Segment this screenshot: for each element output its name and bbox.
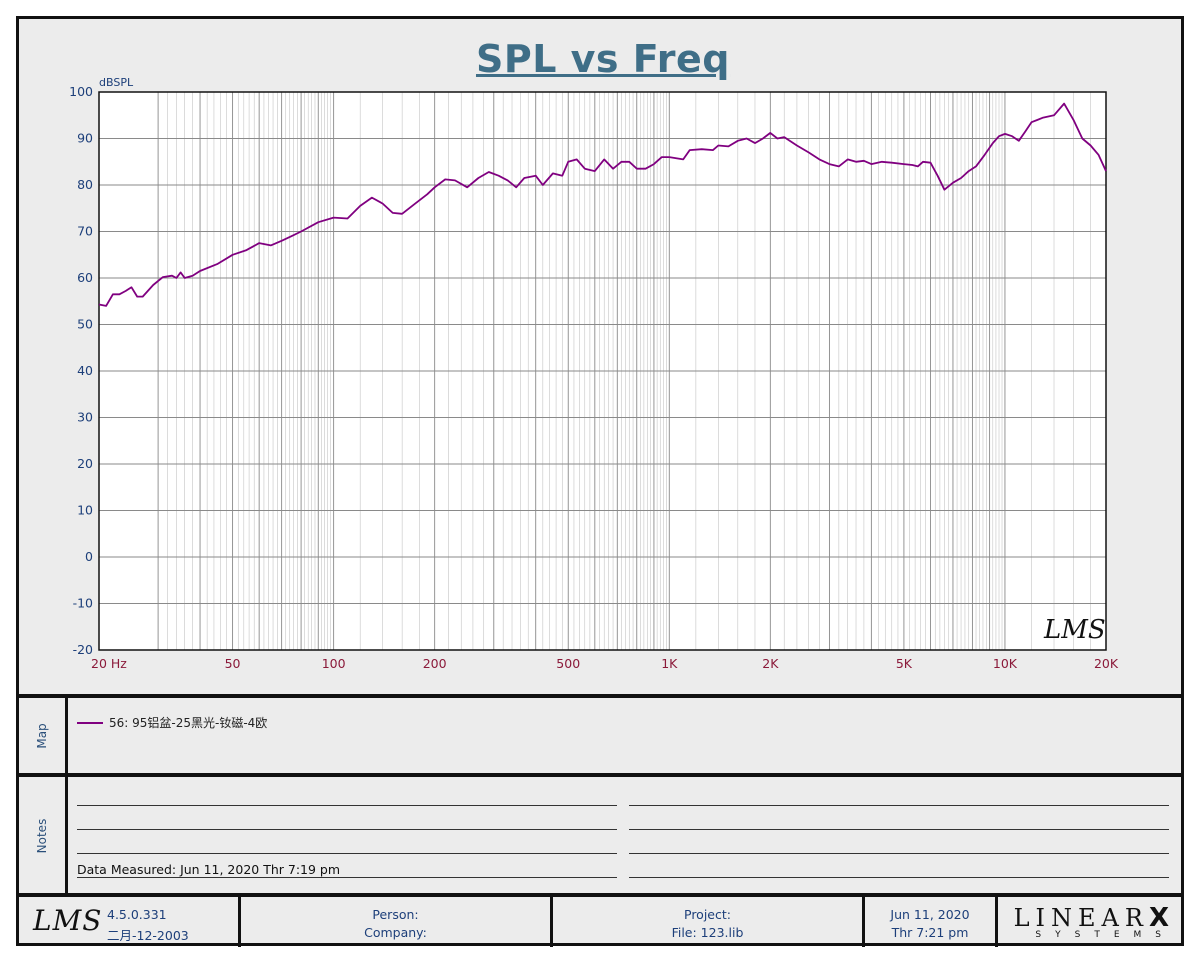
footer-project-cell: Project: File: 123.lib bbox=[553, 897, 865, 947]
legend-line-swatch bbox=[77, 721, 103, 724]
brand-sub: SYSTEMS bbox=[1035, 930, 1175, 940]
footer-version-cell: LMS 4.5.0.331 二月-12-2003 bbox=[19, 897, 241, 947]
x-tick-label: 5K bbox=[896, 656, 913, 671]
y-tick-label: -20 bbox=[73, 642, 93, 657]
note-line bbox=[77, 877, 617, 878]
version-text: 4.5.0.331 bbox=[107, 907, 167, 922]
map-side-label: Map bbox=[19, 698, 68, 774]
footer-time: Thr 7:21 pm bbox=[891, 925, 969, 940]
build-date-text: 二月-12-2003 bbox=[107, 928, 189, 943]
y-tick-label: 50 bbox=[77, 317, 93, 332]
y-tick-label: 10 bbox=[77, 503, 93, 518]
y-tick-label: 40 bbox=[77, 363, 93, 378]
x-tick-label: 500 bbox=[556, 656, 580, 671]
brand-main: LINEAR bbox=[1013, 904, 1149, 932]
legend-series-name: 56: 95铝盆-25黑光-钕磁-4欧 bbox=[109, 716, 268, 730]
note-line bbox=[629, 853, 1169, 854]
y-tick-label: 60 bbox=[77, 270, 93, 285]
file-label: File: 123.lib bbox=[671, 925, 744, 940]
report-frame: 100 90 80 70 60 50 40 30 20 10 0 -10 -20 20 Hz 50 100 20… bbox=[16, 16, 1184, 947]
linearx-logo: LINEARX SYSTEMS bbox=[1014, 903, 1175, 940]
chart-title: SPL vs Freq bbox=[475, 37, 731, 81]
person-label: Person: bbox=[372, 907, 419, 922]
y-axis-label: dBSPL bbox=[99, 76, 134, 89]
y-tick-label: 80 bbox=[77, 177, 93, 192]
note-line bbox=[629, 805, 1169, 806]
footer-date-cell: Jun 11, 2020 Thr 7:21 pm bbox=[865, 897, 998, 947]
y-tick-label: 20 bbox=[77, 456, 93, 471]
x-tick-label: 1K bbox=[661, 656, 678, 671]
note-line bbox=[629, 877, 1169, 878]
note-line bbox=[77, 829, 617, 830]
note-line bbox=[629, 829, 1169, 830]
series-line bbox=[98, 102, 1107, 307]
y-tick-label: 100 bbox=[69, 84, 93, 99]
company-label: Company: bbox=[364, 925, 427, 940]
note-line bbox=[77, 805, 617, 806]
legend-entry: 56: 95铝盆-25黑光-钕磁-4欧 bbox=[77, 714, 267, 731]
note-line bbox=[77, 853, 617, 854]
notes-panel: Notes Data Measured: Jun 11, 2020 Thr 7:… bbox=[19, 773, 1181, 895]
x-tick-label: 50 bbox=[225, 656, 241, 671]
notes-side-label: Notes bbox=[19, 777, 68, 895]
x-tick-label: 20K bbox=[1094, 656, 1119, 671]
footer-date: Jun 11, 2020 bbox=[890, 907, 970, 922]
footer-bar: LMS 4.5.0.331 二月-12-2003 Person: Company… bbox=[19, 893, 1181, 947]
brand-x: X bbox=[1148, 903, 1175, 933]
data-measured-text: Data Measured: Jun 11, 2020 Thr 7:19 pm bbox=[77, 862, 341, 877]
y-tick-label: 0 bbox=[85, 549, 93, 564]
x-tick-label: 2K bbox=[762, 656, 779, 671]
y-tick-label: -10 bbox=[73, 596, 93, 611]
lms-watermark: LMS bbox=[1043, 615, 1106, 645]
x-tick-label: 100 bbox=[322, 656, 346, 671]
y-tick-label: 90 bbox=[77, 131, 93, 146]
y-tick-label: 70 bbox=[77, 224, 93, 239]
project-label: Project: bbox=[684, 907, 731, 922]
footer-person-cell: Person: Company: bbox=[241, 897, 553, 947]
x-tick-label: 20 Hz bbox=[91, 656, 127, 671]
map-panel: Map 56: 95铝盆-25黑光-钕磁-4欧 bbox=[19, 694, 1181, 774]
x-tick-label: 200 bbox=[423, 656, 447, 671]
y-tick-label: 30 bbox=[77, 410, 93, 425]
lms-logo: LMS bbox=[33, 904, 103, 937]
x-tick-label: 10K bbox=[993, 656, 1018, 671]
